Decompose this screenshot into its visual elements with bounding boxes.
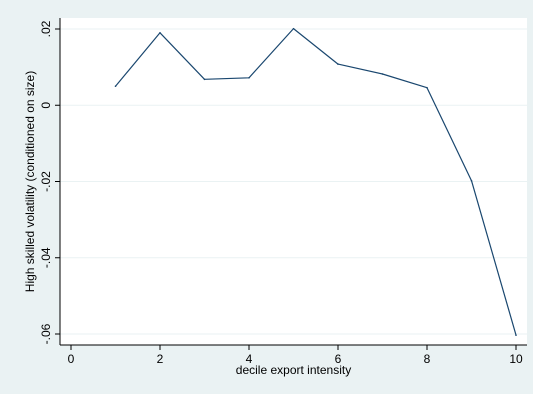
axes xyxy=(55,18,527,350)
x-tick-label-3: 6 xyxy=(335,352,342,366)
x-axis-title: decile export intensity xyxy=(236,363,351,377)
x-tick-label-0: 0 xyxy=(68,352,75,366)
y-tick-label-4: -.06 xyxy=(39,323,53,344)
x-tick-label-1: 2 xyxy=(157,352,164,366)
data-point-0-2 xyxy=(203,78,206,81)
x-tick-label-2: 4 xyxy=(246,352,253,366)
tick-labels: 0 2 4 6 8 10 .02 0 -.02 -.04 -.06 xyxy=(39,20,523,366)
data-point-0-8 xyxy=(470,179,473,182)
y-tick-label-2: -.02 xyxy=(39,171,53,192)
series-layer xyxy=(114,27,517,336)
series-line-0 xyxy=(115,28,517,336)
data-point-0-9 xyxy=(515,334,517,336)
x-tick-label-4: 8 xyxy=(424,352,431,366)
y-tick-label-3: -.04 xyxy=(39,247,53,268)
y-tick-label-0: .02 xyxy=(39,20,53,37)
data-point-0-4 xyxy=(292,27,295,30)
data-point-0-0 xyxy=(114,85,117,87)
x-tick-label-5: 10 xyxy=(509,352,523,366)
data-point-0-5 xyxy=(337,63,339,65)
data-point-0-1 xyxy=(159,32,161,34)
data-point-0-7 xyxy=(426,86,428,89)
data-point-0-6 xyxy=(381,73,384,75)
y-axis-title: High skilled volatility (conditioned on … xyxy=(23,71,37,292)
y-tick-label-1: 0 xyxy=(39,102,53,109)
data-point-0-3 xyxy=(248,77,250,79)
